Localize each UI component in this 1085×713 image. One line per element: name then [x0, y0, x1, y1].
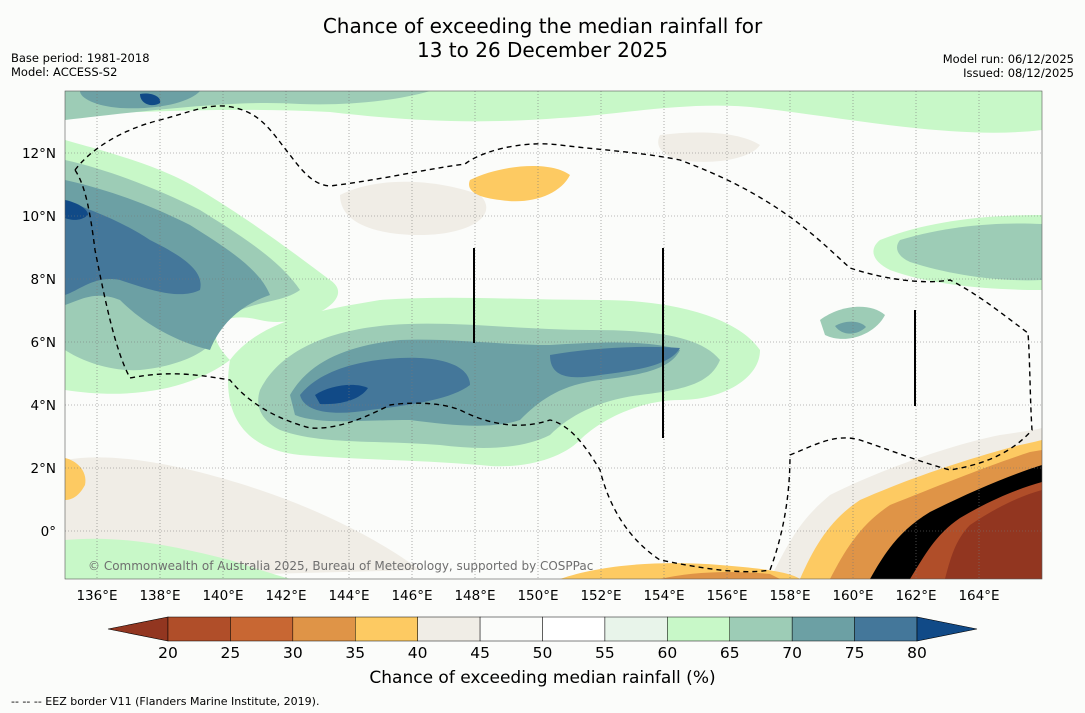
lat-tick-label: 10°N [22, 209, 56, 225]
colorbar-tick-label: 50 [533, 644, 553, 662]
latitude-tick-labels: 12°N 10°N 8°N 6°N 4°N 2°N 0° [22, 146, 56, 540]
colorbar-tick-label: 45 [470, 644, 490, 662]
colorbar-segment [479, 616, 543, 642]
colorbar-tick-label: 60 [657, 644, 677, 662]
copyright-text: © Commonwealth of Australia 2025, Bureau… [88, 559, 593, 573]
lat-tick-label: 4°N [31, 398, 56, 414]
title-line-2: 13 to 26 December 2025 [416, 38, 668, 62]
colorbar-tick-label: 35 [345, 644, 365, 662]
lon-tick-label: 136°E [76, 588, 117, 604]
eez-border [74, 105, 1033, 573]
colorbar-tick-label: 65 [720, 644, 740, 662]
footnote: -- -- -- EEZ border V11 (Flanders Marine… [11, 695, 320, 708]
east-teal [897, 223, 1042, 281]
lon-tick-label: 154°E [643, 588, 684, 604]
colorbar-segment [854, 616, 918, 642]
lon-tick-label: 140°E [202, 588, 243, 604]
colorbar-tick-label: 25 [221, 644, 241, 662]
model-run: Model run: 06/12/2025 [942, 52, 1074, 66]
colorbar-segment [604, 616, 668, 642]
top-left-dark [80, 91, 200, 109]
colorbar-segment [230, 616, 294, 642]
lat-tick-label: 6°N [31, 335, 56, 351]
lat-tick-label: 0° [41, 524, 56, 540]
chart-title: Chance of exceeding the median rainfall … [0, 14, 1085, 62]
beige-patch-1 [340, 181, 487, 235]
orange-west-edge [65, 458, 86, 500]
orange-patch-north [469, 165, 570, 202]
lon-tick-label: 164°E [958, 588, 999, 604]
colorbar-tick-label: 75 [845, 644, 865, 662]
lat-tick-label: 12°N [22, 146, 56, 162]
top-dark-blob [140, 93, 161, 106]
colorbar-tick-label: 70 [782, 644, 802, 662]
lon-tick-label: 142°E [265, 588, 306, 604]
colorbar-tick-label: 30 [283, 644, 303, 662]
lon-tick-label: 162°E [895, 588, 936, 604]
lon-tick-label: 156°E [706, 588, 747, 604]
left-dark-blob [65, 200, 88, 220]
longitude-tick-labels: 136°E 138°E 140°E 142°E 144°E 146°E 148°E 150°E… [76, 588, 999, 604]
south-orange-strip [660, 571, 780, 579]
base-period: Base period: 1981-2018 [11, 51, 150, 65]
model-name: Model: ACCESS-S2 [11, 65, 118, 79]
colorbar-tick-label: 20 [158, 644, 178, 662]
lon-tick-label: 138°E [139, 588, 180, 604]
lon-tick-label: 150°E [517, 588, 558, 604]
colorbar-title: Chance of exceeding median rainfall (%) [369, 668, 716, 688]
lon-tick-label: 144°E [328, 588, 369, 604]
central-dark-blob [315, 384, 368, 405]
colorbar-segment [791, 616, 855, 642]
lon-tick-label: 146°E [391, 588, 432, 604]
rainfall-contour-field [65, 91, 1042, 579]
colorbar-segment [729, 616, 793, 642]
colorbar-segment [292, 616, 356, 642]
colorbar-tick-label: 55 [595, 644, 615, 662]
colorbar-segment [542, 616, 606, 642]
colorbar-tick-label: 40 [408, 644, 428, 662]
colorbar-segment [667, 616, 730, 642]
map-frame [64, 90, 1043, 580]
green-south-west [65, 538, 290, 579]
colorbar-tick-label: 80 [907, 644, 927, 662]
lon-tick-label: 160°E [832, 588, 873, 604]
lon-tick-label: 158°E [769, 588, 810, 604]
left-blue [65, 200, 201, 295]
title-line-1: Chance of exceeding the median rainfall … [322, 14, 763, 38]
colorbar-segment [417, 616, 481, 642]
meta-right: Model run: 06/12/2025 Issued: 08/12/2025 [943, 52, 1074, 80]
colorbar: 20 25 30 35 40 45 50 55 60 65 70 75 80 [107, 616, 978, 662]
central-blue-east [550, 346, 680, 378]
colorbar-segment [167, 616, 231, 642]
colorbar-segment [355, 616, 418, 642]
lat-tick-label: 2°N [31, 461, 56, 477]
lat-tick-label: 8°N [31, 272, 56, 288]
issued-date: Issued: 08/12/2025 [963, 66, 1074, 80]
east-small-mid [835, 321, 866, 334]
colorbar-extend-high [916, 616, 978, 642]
lon-tick-label: 148°E [454, 588, 495, 604]
colorbar-extend-low [107, 616, 169, 642]
beige-patch-2 [658, 132, 760, 162]
meta-left: Base period: 1981-2018 Model: ACCESS-S2 [11, 51, 150, 79]
se-dark-brown [945, 490, 1042, 579]
lon-tick-label: 152°E [580, 588, 621, 604]
